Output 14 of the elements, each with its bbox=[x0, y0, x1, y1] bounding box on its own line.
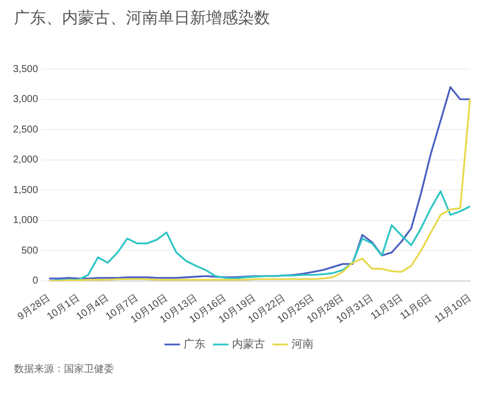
legend-label: 河南 bbox=[291, 337, 314, 350]
x-tick-label: 11月10日 bbox=[432, 292, 474, 326]
y-tick-label: 2,000 bbox=[12, 154, 38, 166]
y-tick-label: 1,500 bbox=[12, 184, 38, 196]
source-note: 数据来源：国家卫健委 bbox=[14, 362, 114, 376]
y-tick-label: 0 bbox=[32, 276, 38, 287]
y-tick-label: 3,000 bbox=[12, 94, 38, 106]
y-tick-label: 500 bbox=[21, 245, 38, 256]
chart-title: 广东、内蒙古、河南单日新增感染数 bbox=[14, 8, 270, 29]
y-tick-label: 1,000 bbox=[12, 215, 38, 226]
y-tick-label: 3,500 bbox=[12, 64, 38, 75]
y-tick-label: 2,500 bbox=[12, 124, 38, 136]
legend-label: 广东 bbox=[183, 337, 206, 350]
legend-label: 内蒙古 bbox=[232, 337, 265, 350]
